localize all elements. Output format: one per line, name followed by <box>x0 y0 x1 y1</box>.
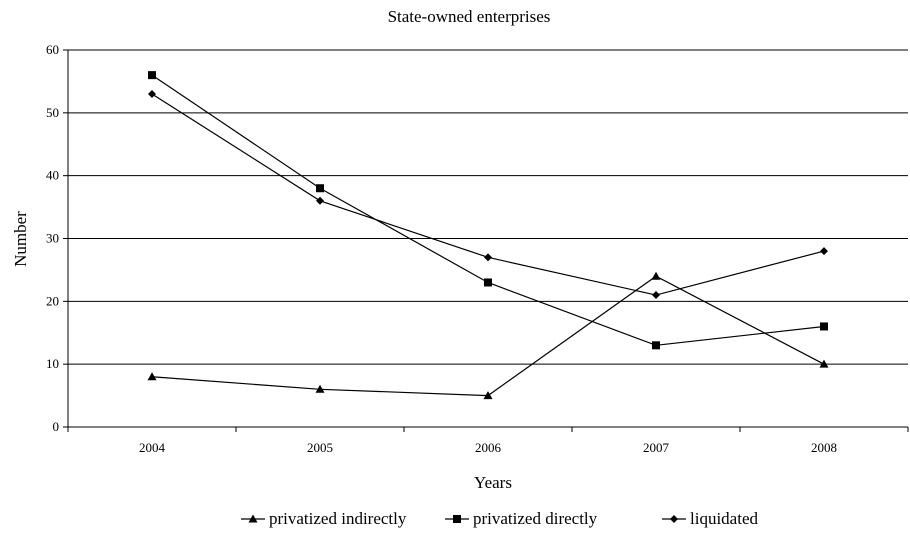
legend-item-liquidated: liquidated <box>662 509 758 528</box>
legend-marker <box>453 515 461 523</box>
data-point-privatized-directly <box>148 71 156 80</box>
series-line-liquidated <box>151 93 825 296</box>
series-privatized-indirectly <box>147 271 829 400</box>
data-point-liquidated <box>484 253 492 262</box>
data-point-privatized-indirectly <box>147 372 157 381</box>
y-tick-label: 50 <box>46 105 59 120</box>
y-axis-title: Number <box>11 211 30 267</box>
data-point-liquidated <box>820 247 828 256</box>
data-point-privatized-indirectly <box>651 271 661 280</box>
x-tick-label: 2004 <box>139 440 166 455</box>
y-tick-label: 0 <box>53 419 60 434</box>
x-tick-label: 2008 <box>811 440 837 455</box>
legend-item-privatized-directly: privatized directly <box>445 509 598 528</box>
data-point-liquidated <box>652 291 660 300</box>
x-tick-labels: 2004 2005 2006 2007 2008 <box>139 440 837 455</box>
y-tick-label: 40 <box>46 168 59 183</box>
legend-label: privatized directly <box>473 509 598 528</box>
series-privatized-directly <box>148 71 828 350</box>
y-tick-label: 30 <box>46 231 59 246</box>
series-liquidated <box>148 89 828 300</box>
chart-title: State-owned enterprises <box>388 7 551 26</box>
x-axis-title: Years <box>474 473 512 492</box>
data-point-privatized-directly <box>652 341 660 350</box>
data-point-privatized-directly <box>484 278 492 287</box>
series-line-privatized-indirectly <box>151 275 825 397</box>
y-tick-label: 60 <box>46 42 59 57</box>
y-tick-label: 20 <box>46 293 59 308</box>
data-point-privatized-indirectly <box>315 384 325 393</box>
series-layer <box>147 71 829 400</box>
legend: privatized indirectly privatized directly… <box>241 509 758 528</box>
legend-item-privatized-indirectly: privatized indirectly <box>241 509 407 528</box>
gridlines <box>68 49 908 365</box>
data-point-privatized-indirectly <box>819 359 829 368</box>
data-point-privatized-indirectly <box>483 391 493 400</box>
data-point-liquidated <box>148 89 156 98</box>
x-tick-label: 2007 <box>643 440 670 455</box>
legend-label: privatized indirectly <box>269 509 407 528</box>
series-line-privatized-directly <box>151 74 825 346</box>
y-tick-labels: 0 10 20 30 40 50 60 <box>46 42 59 434</box>
x-tick-label: 2006 <box>475 440 502 455</box>
data-point-liquidated <box>316 196 324 205</box>
x-tick-label: 2005 <box>307 440 333 455</box>
y-tick-label: 10 <box>46 356 59 371</box>
axes <box>63 49 909 432</box>
legend-label: liquidated <box>690 509 758 528</box>
data-point-privatized-directly <box>316 184 324 193</box>
data-point-privatized-directly <box>820 322 828 331</box>
legend-marker <box>248 514 258 523</box>
legend-marker <box>670 515 678 523</box>
